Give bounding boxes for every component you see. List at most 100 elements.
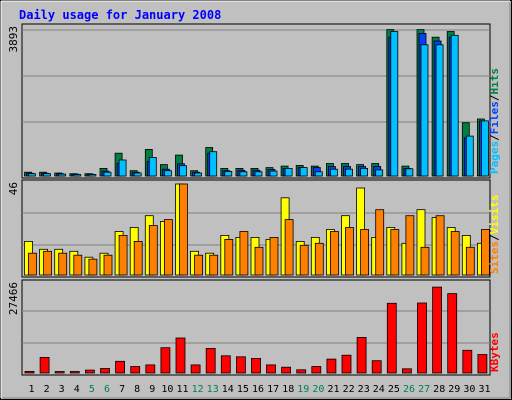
bar-pages-day-10 (163, 170, 172, 177)
bar-kbytes-day-28 (432, 286, 443, 374)
day-label-2: 2 (44, 384, 50, 395)
chart-title: Daily usage for January 2008 (19, 8, 221, 22)
bar-kbytes-day-15 (235, 356, 246, 374)
bar-pages-day-19 (299, 167, 308, 177)
legend-part: Visits (488, 195, 501, 235)
bar-kbytes-day-3 (54, 371, 65, 374)
bar-pages-day-4 (73, 174, 82, 177)
bar-kbytes-day-12 (190, 364, 201, 374)
legend-part: Files (488, 101, 501, 134)
bar-sites-day-15 (239, 231, 249, 276)
legend-part: / (488, 94, 501, 101)
bar-kbytes-day-14 (220, 355, 231, 374)
bar-pages-day-21 (329, 168, 338, 177)
bar-pages-day-12 (194, 172, 203, 177)
bar-sites-day-18 (284, 219, 294, 276)
day-label-21: 21 (327, 384, 339, 395)
bar-pages-day-11 (179, 165, 187, 177)
bar-sites-day-29 (450, 231, 460, 276)
bar-pages-day-14 (224, 170, 233, 177)
bar-pages-day-7 (118, 159, 127, 177)
bar-sites-day-13 (209, 254, 219, 276)
bar-kbytes-day-4 (69, 371, 80, 374)
day-label-22: 22 (343, 384, 355, 395)
bar-kbytes-day-20 (311, 366, 322, 374)
bar-pages-day-15 (239, 171, 248, 177)
day-label-28: 28 (433, 384, 445, 395)
panel-top: 3893 (7, 23, 491, 179)
day-label-25: 25 (388, 384, 400, 395)
panel-bottom-max-label: 27466 (7, 282, 20, 315)
bar-pages-day-2 (43, 173, 51, 177)
day-label-16: 16 (252, 384, 264, 395)
bar-kbytes-day-26 (401, 368, 412, 374)
bar-sites-day-10 (163, 219, 173, 276)
legend-part: Sites (488, 241, 501, 274)
bar-sites-day-27 (420, 246, 430, 276)
day-label-3: 3 (59, 384, 65, 395)
bar-pages-day-26 (405, 168, 414, 177)
bar-pages-day-29 (450, 34, 459, 177)
day-label-26: 26 (403, 384, 415, 395)
bar-pages-day-25 (390, 31, 399, 177)
bar-sites-day-12 (194, 254, 204, 276)
bar-sites-day-1 (28, 252, 37, 276)
bar-pages-day-8 (133, 172, 142, 177)
day-label-27: 27 (418, 384, 430, 395)
bar-sites-day-8 (133, 240, 143, 276)
bar-kbytes-day-29 (447, 293, 458, 374)
day-label-1: 1 (28, 384, 34, 395)
day-label-20: 20 (312, 384, 324, 395)
bar-pages-day-22 (345, 168, 353, 177)
bar-pages-day-18 (284, 167, 293, 177)
day-label-4: 4 (74, 384, 80, 395)
day-label-18: 18 (282, 384, 294, 395)
bar-pages-day-31 (480, 120, 489, 177)
bar-kbytes-day-9 (145, 364, 156, 374)
day-label-7: 7 (119, 384, 125, 395)
bar-kbytes-day-1 (24, 370, 35, 374)
day-label-5: 5 (89, 384, 95, 395)
bar-pages-day-1 (28, 173, 36, 177)
legend-top: Pages/Files/Hits (488, 68, 501, 174)
bar-kbytes-day-24 (371, 360, 382, 374)
bar-pages-day-6 (103, 171, 112, 177)
day-label-24: 24 (373, 384, 385, 395)
day-label-6: 6 (104, 384, 110, 395)
day-label-11: 11 (176, 384, 188, 395)
day-label-9: 9 (149, 384, 155, 395)
bar-sites-day-6 (103, 254, 113, 276)
panel-top-area (21, 23, 491, 179)
bar-sites-day-24 (375, 209, 385, 276)
bar-kbytes-day-16 (251, 357, 261, 374)
bar-pages-day-16 (254, 171, 263, 177)
day-label-30: 30 (463, 384, 475, 395)
bar-kbytes-day-7 (115, 360, 125, 374)
bar-kbytes-day-27 (417, 302, 427, 374)
bar-kbytes-day-11 (175, 337, 186, 374)
bar-pages-day-17 (269, 170, 278, 177)
legend-part: Pages (488, 141, 501, 174)
bar-kbytes-day-30 (462, 349, 473, 374)
bar-kbytes-day-31 (477, 354, 488, 374)
bar-sites-day-20 (314, 242, 324, 276)
bar-sites-day-2 (43, 250, 52, 276)
bar-kbytes-day-25 (386, 302, 397, 374)
bar-pages-day-5 (88, 174, 97, 177)
day-label-13: 13 (207, 384, 219, 395)
bar-sites-day-31 (480, 229, 490, 276)
bar-sites-day-11 (179, 183, 188, 276)
bar-sites-day-30 (465, 246, 475, 276)
legend-part: / (488, 134, 501, 141)
bar-pages-day-3 (58, 173, 67, 177)
bar-sites-day-22 (345, 227, 354, 276)
bar-pages-day-27 (420, 44, 429, 177)
bar-kbytes-day-10 (160, 347, 171, 374)
bar-pages-day-9 (148, 156, 157, 177)
bar-sites-day-4 (73, 254, 83, 276)
chart-panels: 3893 46 27466 (7, 23, 491, 376)
panel-mid: 46 (7, 179, 491, 278)
bar-sites-day-14 (224, 238, 234, 276)
bar-sites-day-17 (269, 236, 279, 276)
